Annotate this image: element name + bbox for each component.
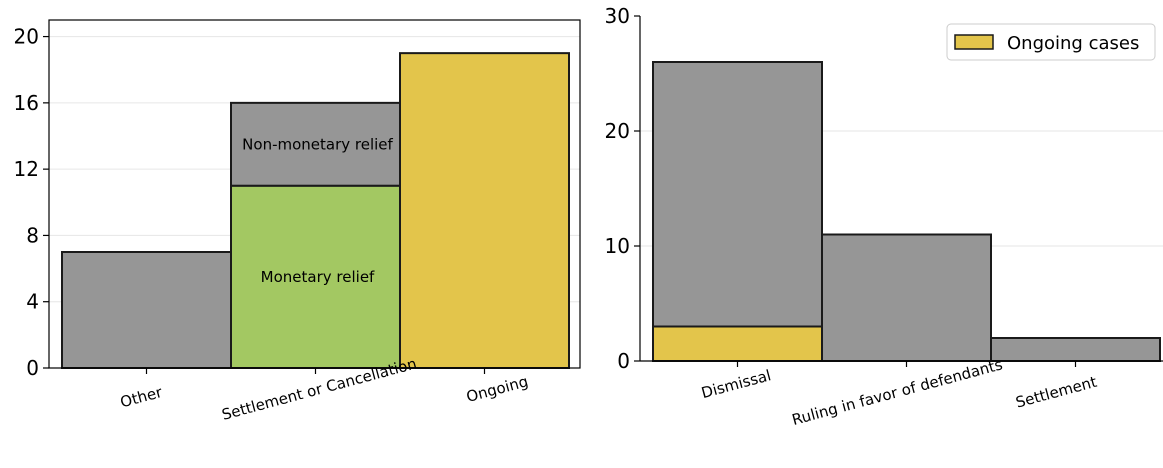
- legend-box: [946, 23, 1156, 61]
- y-tick-label: 30: [605, 4, 630, 28]
- y-tick-label: 16: [14, 91, 39, 115]
- y-tick-label: 20: [14, 25, 39, 49]
- y-tick-label: 0: [26, 356, 39, 380]
- legend-swatch: [954, 34, 994, 50]
- y-tick-label: 8: [26, 223, 39, 247]
- bar-segment: [652, 61, 823, 328]
- bar-segment: [61, 251, 232, 369]
- bar-segment-label: Monetary relief: [261, 268, 375, 286]
- bar-segment: [652, 325, 823, 362]
- chart-panel-2: 0 10 20 30 Dismissal Ruling in favor of defen…: [605, 4, 1163, 429]
- x-tick-label: Ruling in favor of defendants: [790, 355, 1005, 429]
- y-tick-label: 10: [605, 234, 630, 258]
- x-tick-label: Dismissal: [699, 366, 773, 402]
- bar-segment: [399, 52, 570, 370]
- bar-segment: [990, 337, 1161, 362]
- chart-panel-1: 0 4 8 12 16 20 Monetary relief Non-monetary rel…: [14, 19, 581, 424]
- x-tick-label: Ongoing: [464, 372, 530, 406]
- plot-frame: [48, 19, 581, 369]
- y-tick-label: 12: [14, 157, 39, 181]
- bar-segment-label: Non-monetary relief: [242, 135, 393, 153]
- bar-segment: [230, 184, 401, 369]
- legend-label: Ongoing cases: [1007, 33, 1139, 54]
- bar-segment: [230, 101, 401, 187]
- x-tick-label: Other: [118, 383, 165, 412]
- bar-segment: [821, 233, 992, 362]
- x-tick-label: Settlement: [1014, 373, 1099, 412]
- y-tick-label: 0: [617, 349, 630, 373]
- y-tick-label: 20: [605, 119, 630, 143]
- y-tick-label: 4: [26, 290, 39, 314]
